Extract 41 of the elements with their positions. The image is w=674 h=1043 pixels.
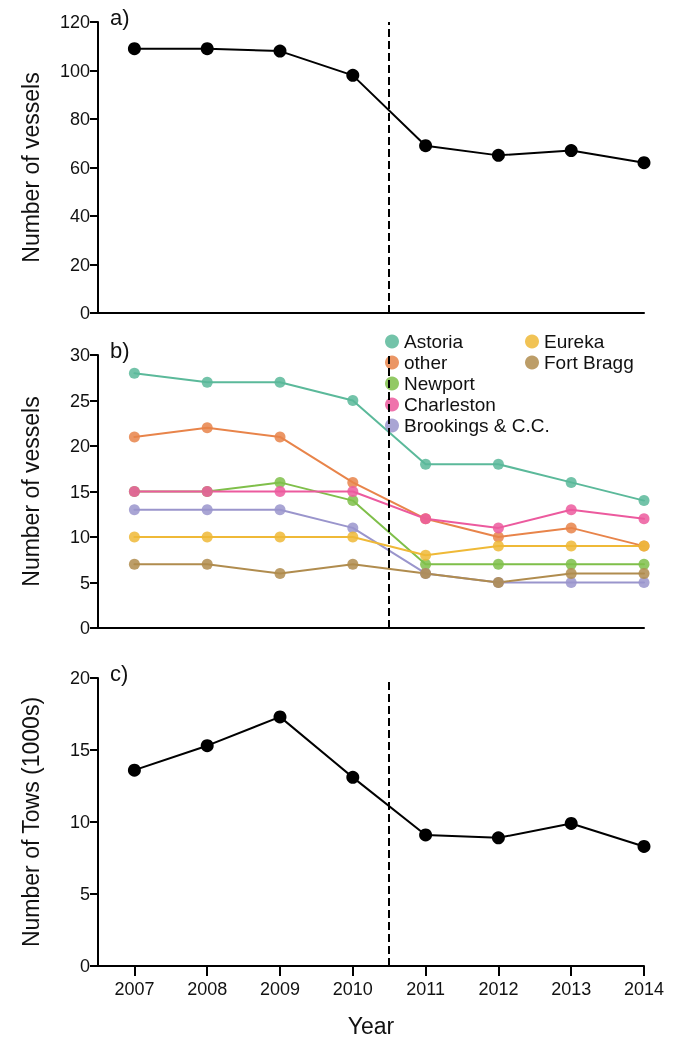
x-tick-label: 2014 <box>623 979 665 999</box>
legend-label: Astoria <box>404 331 464 352</box>
y-tick-label: 0 <box>79 303 90 323</box>
y-tick-label: 5 <box>79 884 90 904</box>
x-tick-label: 2008 <box>187 979 228 999</box>
legend-label: Fort Bragg <box>544 352 634 373</box>
y-tick-label: 0 <box>79 618 90 638</box>
legend-label: other <box>404 352 448 373</box>
legend-label: Brookings & C.C. <box>404 415 550 436</box>
y-tick-label: 20 <box>69 436 90 456</box>
x-tick-label: 2012 <box>478 979 519 999</box>
x-axis-title: Year <box>347 1012 395 1039</box>
legend-label: Charleston <box>404 394 496 415</box>
y-tick-label: 5 <box>79 572 90 593</box>
x-tick-label: 2009 <box>259 979 301 999</box>
y-tick-label: 0 <box>79 956 90 976</box>
annotation: a) <box>110 4 130 30</box>
y-tick-label: 120 <box>59 12 90 32</box>
y-tick-label: 100 <box>59 60 90 81</box>
annotation: c) <box>110 660 129 686</box>
y-axis-title: Number of Tows (1000s) <box>17 696 44 948</box>
x-tick-label: 2010 <box>332 979 373 999</box>
y-tick-label: 10 <box>69 812 90 832</box>
y-axis-title: Number of vessels <box>17 72 44 263</box>
y-tick-label: 25 <box>69 390 90 411</box>
x-tick-label: 2011 <box>406 979 445 999</box>
y-tick-label: 40 <box>69 206 90 226</box>
annotation: b) <box>110 337 130 363</box>
y-tick-label: 10 <box>69 527 90 547</box>
y-tick-label: 15 <box>69 740 90 760</box>
y-tick-label: 30 <box>69 345 90 365</box>
x-tick-label: 2007 <box>114 979 155 999</box>
y-tick-label: 20 <box>69 668 90 688</box>
y-tick-label: 60 <box>69 157 90 178</box>
y-tick-label: 15 <box>69 481 90 502</box>
legend-label: Eureka <box>544 331 605 352</box>
y-tick-label: 20 <box>69 254 90 275</box>
legend-label: Newport <box>404 373 476 394</box>
x-tick-label: 2013 <box>551 979 592 999</box>
y-axis-title: Number of vessels <box>17 396 44 587</box>
y-tick-label: 80 <box>69 109 90 129</box>
